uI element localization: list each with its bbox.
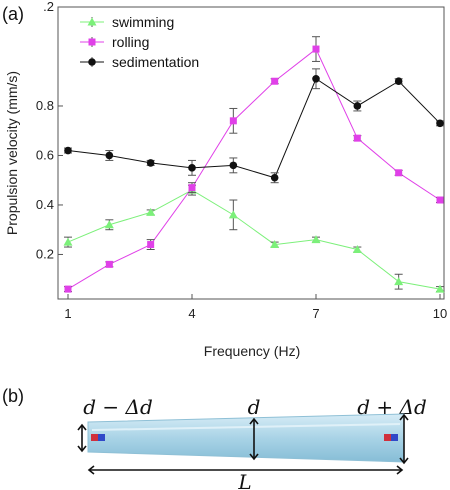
plot-frame: [57, 6, 445, 300]
series-line-sedimentation: [67, 78, 441, 179]
legend-label: rolling: [112, 34, 149, 50]
data-point-rolling: [188, 184, 196, 192]
panel-a-label: (a): [2, 4, 24, 24]
data-point-sedimentation: [105, 151, 114, 160]
data-point-swimming: [146, 207, 156, 216]
y-tick-label: 0.6: [36, 147, 54, 162]
data-point-rolling: [436, 196, 444, 204]
legend: swimming rolling sedimentation: [80, 14, 199, 70]
arrow-left-diameter: [77, 423, 87, 453]
data-point-swimming: [104, 220, 114, 229]
legend-item-sedimentation: sedimentation: [80, 54, 199, 70]
data-point-rolling: [312, 45, 320, 53]
data-point-swimming: [228, 210, 238, 219]
arrow-mid-diameter: [249, 417, 259, 461]
arrow-right-diameter: [399, 413, 409, 465]
data-point-rolling: [395, 169, 403, 177]
data-point-sedimentation: [229, 161, 238, 170]
label-length: L: [237, 470, 251, 490]
magnet-left: [91, 434, 105, 441]
x-axis: 1 4 7 10: [64, 294, 447, 321]
legend-marker: [88, 58, 96, 66]
series-line-rolling: [67, 48, 441, 290]
tapered-rod: [87, 413, 405, 463]
legend-label: sedimentation: [112, 54, 199, 70]
data-point-swimming: [311, 235, 321, 244]
y-axis: 0.2 0.4 0.6 0.8 .2: [36, 0, 63, 261]
rod-diagram: (b) d − Δd d d + Δd L: [2, 386, 427, 490]
x-tick-label: 7: [312, 306, 319, 321]
series-swimming: [63, 184, 445, 293]
legend-label: swimming: [112, 14, 174, 30]
data-point-swimming: [352, 245, 362, 254]
data-point-rolling: [353, 134, 361, 142]
data-point-rolling: [229, 117, 237, 125]
x-tick-label: 1: [64, 306, 71, 321]
data-point-sedimentation: [394, 77, 403, 86]
data-point-swimming: [394, 277, 404, 286]
series-rolling: [64, 36, 444, 293]
data-point-swimming: [270, 240, 280, 249]
panel-b-label: (b): [2, 386, 24, 406]
data-point-sedimentation: [146, 159, 155, 167]
data-point-rolling: [64, 285, 72, 293]
x-axis-label: Frequency (Hz): [204, 343, 300, 359]
y-tick-label: 0.2: [36, 246, 54, 261]
rod-highlight: [91, 423, 401, 431]
magnet-right: [384, 434, 398, 441]
data-point-rolling: [271, 77, 279, 85]
data-point-sedimentation: [188, 164, 196, 172]
series-layer: [63, 36, 445, 293]
data-point-swimming: [435, 284, 445, 293]
y-tick-label: 0.8: [36, 98, 54, 113]
data-point-sedimentation: [312, 74, 320, 83]
y-tick-label: 0.4: [36, 197, 54, 212]
label-d-minus-delta-d: d − Δd: [83, 395, 153, 419]
arrow-length: [87, 465, 404, 475]
label-d: d: [248, 395, 261, 419]
x-tick-label: 4: [188, 306, 195, 321]
data-point-rolling: [147, 241, 155, 249]
propulsion-velocity-chart: (a) 0.2 0.4 0.6 0.8 .2 1 4 7 10 swimming rolling…: [2, 0, 447, 359]
data-point-rolling: [105, 260, 113, 268]
data-point-sedimentation: [353, 102, 362, 110]
legend-marker: [88, 38, 96, 46]
legend-item-rolling: rolling: [80, 34, 149, 50]
data-point-swimming: [63, 237, 73, 246]
data-point-sedimentation: [64, 146, 72, 155]
y-axis-label: Propulsion velocity (mm/s): [4, 71, 20, 235]
data-point-sedimentation: [270, 173, 279, 182]
series-sedimentation: [64, 68, 444, 184]
legend-item-swimming: swimming: [80, 14, 174, 30]
data-point-sedimentation: [436, 119, 444, 128]
legend-marker: [87, 17, 97, 26]
y-tick-label: .2: [43, 0, 54, 14]
x-tick-label: 10: [433, 306, 447, 321]
series-line-swimming: [67, 189, 441, 290]
